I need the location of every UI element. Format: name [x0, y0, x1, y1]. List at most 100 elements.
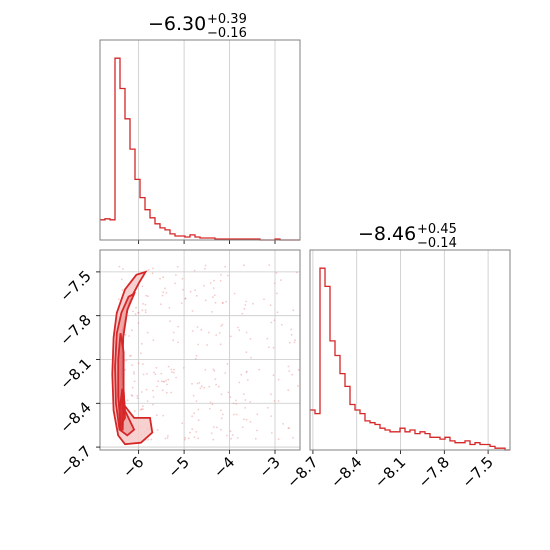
scatter-point [164, 437, 167, 440]
scatter-point [213, 369, 216, 372]
scatter-point [152, 389, 154, 392]
scatter-point [145, 388, 148, 391]
scatter-point [174, 282, 177, 285]
scatter-point [275, 272, 278, 274]
scatter-point [273, 319, 276, 322]
scatter-point [235, 413, 238, 416]
scatter-point [175, 274, 177, 276]
scatter-point [236, 437, 239, 439]
scatter-point [133, 371, 135, 373]
scatter-point [225, 434, 228, 437]
scatter-point [191, 415, 194, 418]
x-tick-label: −8.1 [371, 453, 409, 491]
scatter-point [220, 409, 222, 412]
scatter-point [196, 382, 199, 385]
scatter-point [227, 274, 229, 277]
scatter-point [203, 284, 205, 287]
scatter-point [220, 273, 222, 276]
scatter-point [227, 391, 230, 394]
scatter-point [212, 368, 215, 371]
scatter-point [243, 307, 246, 310]
scatter-point [249, 401, 252, 403]
scatter-point [277, 400, 280, 402]
scatter-point [153, 371, 155, 374]
scatter-point [297, 369, 300, 371]
scatter-point [156, 385, 159, 388]
scatter-point [195, 431, 198, 433]
scatter-point [288, 370, 291, 372]
x-tick-label: −7.5 [458, 453, 496, 491]
scatter-point [244, 304, 247, 306]
scatter-point [147, 438, 150, 441]
scatter-point [121, 289, 124, 291]
x-tick-label: −6 [119, 453, 147, 481]
scatter-point [136, 397, 139, 399]
scatter-point [215, 426, 218, 429]
scatter-point [147, 269, 150, 271]
scatter-point [213, 426, 215, 428]
scatter-point [137, 362, 140, 365]
scatter-point [213, 279, 215, 282]
scatter-point [131, 395, 134, 397]
scatter-point [276, 292, 278, 295]
x-tick-label: −8.4 [327, 453, 365, 491]
scatter-point [204, 264, 207, 267]
scatter-point [222, 413, 224, 416]
scatter-point [249, 421, 252, 423]
scatter-point [167, 365, 170, 368]
scatter-point [161, 389, 164, 392]
scatter-point [159, 303, 162, 306]
scatter-point [128, 335, 131, 337]
scatter-point [288, 427, 290, 429]
scatter-point [220, 417, 223, 420]
scatter-point [208, 408, 211, 410]
scatter-point [161, 294, 164, 297]
scatter-point [165, 292, 168, 294]
scatter-point [166, 436, 169, 439]
scatter-point [288, 341, 291, 344]
scatter-point [180, 302, 183, 304]
scatter-point [195, 400, 198, 402]
scatter-point [238, 329, 241, 332]
scatter-point [204, 267, 206, 270]
scatter-point [152, 339, 155, 341]
scatter-point [212, 296, 214, 299]
scatter-point [141, 285, 144, 288]
scatter-point [151, 272, 154, 275]
scatter-point [243, 418, 245, 421]
scatter-point [263, 298, 265, 301]
scatter-point [249, 338, 252, 340]
scatter-point [152, 267, 154, 270]
scatter-point [166, 383, 168, 386]
scatter-point [270, 432, 273, 434]
scatter-point [196, 326, 199, 328]
scatter-point [256, 429, 258, 432]
scatter-point [219, 280, 222, 282]
scatter-point [162, 276, 165, 279]
scatter-point [193, 412, 196, 415]
scatter-point [291, 373, 294, 376]
scatter-point [137, 311, 140, 314]
scatter-point [130, 394, 133, 397]
scatter-point [244, 407, 247, 409]
scatter-point [182, 367, 185, 369]
scatter-point [269, 304, 272, 306]
scatter-point [250, 356, 252, 359]
scatter-point [245, 418, 248, 421]
y-tick-label: −7.8 [56, 311, 94, 349]
scatter-point [245, 370, 248, 373]
scatter-point [191, 310, 194, 312]
scatter-point [231, 434, 234, 436]
scatter-point [191, 382, 193, 385]
scatter-point [229, 430, 232, 432]
scatter-point [210, 311, 213, 313]
bottom-right-title-minus: −0.14 [417, 236, 457, 251]
scatter-point [215, 334, 218, 336]
scatter-point [160, 372, 163, 375]
scatter-point [171, 371, 173, 373]
scatter-point [137, 311, 140, 314]
scatter-point [140, 352, 142, 355]
scatter-point [136, 395, 139, 397]
scatter-point [214, 301, 217, 304]
x-tick-label: −4 [210, 453, 238, 481]
